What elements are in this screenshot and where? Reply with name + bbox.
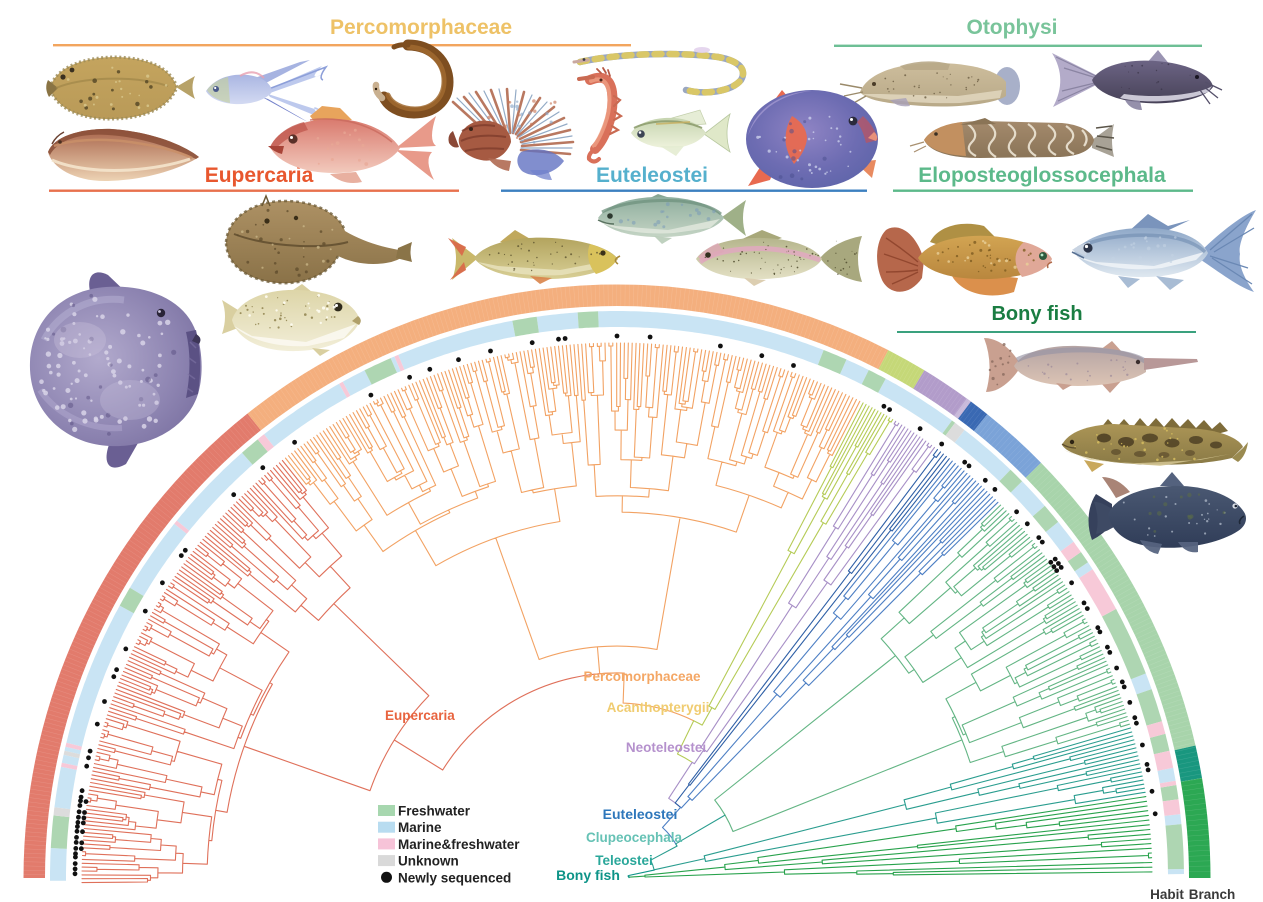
svg-text:Branch: Branch <box>1189 887 1236 902</box>
svg-text:Eupercaria: Eupercaria <box>205 164 314 187</box>
svg-text:Unknown: Unknown <box>398 854 459 869</box>
svg-text:Otophysi: Otophysi <box>966 16 1057 39</box>
svg-text:Euteleostei: Euteleostei <box>603 806 678 822</box>
svg-text:Bony fish: Bony fish <box>991 303 1082 325</box>
svg-text:Acanthopterygii: Acanthopterygii <box>607 700 710 715</box>
svg-text:Freshwater: Freshwater <box>398 804 471 819</box>
svg-text:Newly sequenced: Newly sequenced <box>398 870 511 885</box>
svg-text:Neoteleostei: Neoteleostei <box>626 740 706 755</box>
svg-text:Bony fish: Bony fish <box>556 867 620 883</box>
svg-text:Eupercaria: Eupercaria <box>385 708 455 723</box>
svg-text:Teleostei: Teleostei <box>595 853 653 868</box>
svg-text:Marine&freshwater: Marine&freshwater <box>398 837 520 852</box>
svg-text:Percomorphaceae: Percomorphaceae <box>330 16 512 39</box>
svg-text:Clupeocephala: Clupeocephala <box>586 830 683 845</box>
svg-text:Marine: Marine <box>398 820 442 835</box>
svg-text:Habit: Habit <box>1150 887 1184 902</box>
svg-text:Percomorphaceae: Percomorphaceae <box>583 669 701 684</box>
svg-text:Eloposteoglossocephala: Eloposteoglossocephala <box>918 164 1166 187</box>
svg-text:Euteleostei: Euteleostei <box>596 164 708 187</box>
